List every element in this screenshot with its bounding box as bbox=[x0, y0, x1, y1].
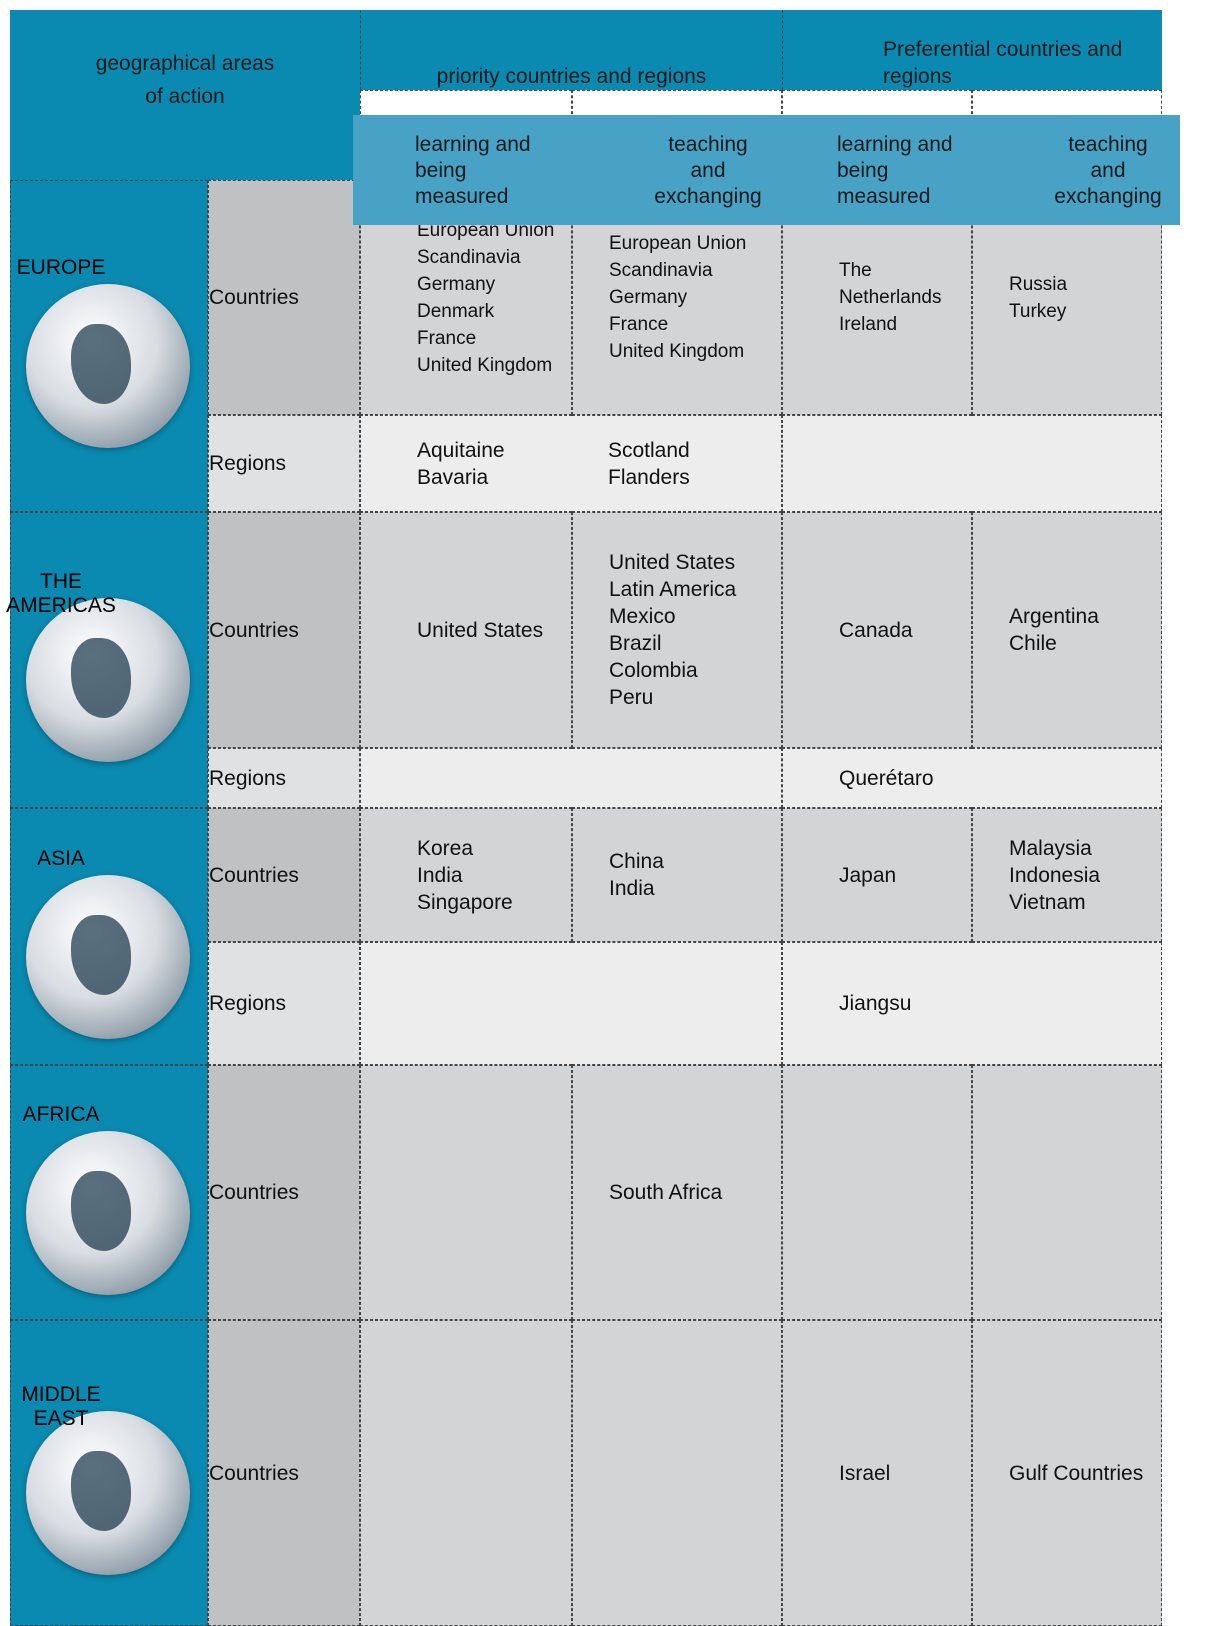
cell-item: Aquitaine bbox=[417, 438, 505, 462]
table-cell: China India bbox=[572, 808, 782, 942]
row-label: Regions bbox=[208, 748, 360, 808]
cell-item: Turkey bbox=[1009, 300, 1067, 322]
cell-item: Flanders bbox=[608, 465, 690, 489]
table-cell: Aquitaine Bavaria bbox=[360, 415, 572, 512]
globe-icon bbox=[26, 1130, 190, 1295]
cell-item: Chile bbox=[1009, 632, 1057, 655]
cell-item: Jiangsu bbox=[839, 992, 912, 1015]
subheader-band bbox=[353, 115, 1180, 225]
cell-item: The Netherlands bbox=[839, 260, 942, 308]
cell-item: France bbox=[609, 314, 669, 335]
cell-item: Indonesia bbox=[1009, 863, 1101, 887]
table-cell: Korea India Singapore bbox=[360, 808, 572, 942]
globe-icon bbox=[26, 1411, 190, 1575]
table-cell: Argentina Chile bbox=[972, 512, 1162, 748]
table-cell bbox=[572, 748, 782, 808]
cell-item: Japan bbox=[839, 863, 897, 887]
areas-header: geographical areas of action bbox=[10, 10, 360, 180]
cell-item: United States bbox=[609, 551, 736, 574]
row-label: Countries bbox=[208, 180, 360, 415]
subheader: learning and being measured bbox=[837, 133, 953, 208]
region-name: THE AMERICAS bbox=[6, 570, 116, 617]
table-cell bbox=[972, 748, 1162, 808]
cell-item: Germany bbox=[417, 273, 496, 295]
cell-item: European Union bbox=[609, 233, 747, 254]
cell-item: Brazil bbox=[609, 632, 662, 655]
areas-line: of action bbox=[145, 85, 225, 108]
table-cell bbox=[972, 415, 1162, 512]
row-label: Countries bbox=[208, 512, 360, 748]
group-header: priority countries and regions bbox=[360, 10, 782, 90]
table-cell: Malaysia Indonesia Vietnam bbox=[972, 808, 1162, 942]
table-cell: United States bbox=[360, 512, 572, 748]
cell-item: Latin America bbox=[609, 578, 737, 601]
region-name: MIDDLE EAST bbox=[21, 1383, 101, 1430]
cell-item: Israel bbox=[839, 1461, 891, 1485]
table-cell bbox=[572, 1320, 782, 1626]
table-cell: Gulf Countries bbox=[972, 1320, 1162, 1626]
table-cell: Canada bbox=[782, 512, 972, 748]
table-cell: Querétaro bbox=[782, 748, 972, 808]
row-label: Countries bbox=[208, 1320, 360, 1626]
table-cell bbox=[972, 942, 1162, 1065]
cell-item: Scandinavia bbox=[417, 246, 521, 268]
cell-item: United Kingdom bbox=[609, 341, 745, 362]
cell-item: South Africa bbox=[609, 1181, 723, 1204]
areas-line: geographical areas bbox=[95, 52, 275, 75]
region-name: ASIA bbox=[37, 846, 85, 870]
subheader: teaching and exchanging bbox=[1054, 133, 1162, 208]
table-cell: South Africa bbox=[572, 1065, 782, 1320]
cell-item: United States bbox=[417, 618, 544, 642]
cell-item: Malaysia bbox=[1009, 836, 1092, 860]
cell-item: Mexico bbox=[609, 605, 676, 628]
cell-item: Russia bbox=[1009, 273, 1068, 295]
subheader: learning and being measured bbox=[415, 133, 531, 208]
table-cell: Jiangsu bbox=[782, 942, 972, 1065]
cell-item: Gulf Countries bbox=[1009, 1461, 1144, 1485]
table-cell bbox=[360, 1320, 572, 1626]
subheader: teaching and exchanging bbox=[654, 133, 762, 208]
cell-item: Ireland bbox=[839, 314, 898, 335]
row-label: Regions bbox=[208, 942, 360, 1065]
cell-item: Colombia bbox=[609, 659, 698, 682]
row-label: Countries bbox=[208, 808, 360, 942]
globe-icon bbox=[26, 284, 190, 448]
cell-item: Scotland bbox=[608, 438, 690, 462]
cell-item: United Kingdom bbox=[417, 354, 553, 376]
table-cell: Israel bbox=[782, 1320, 972, 1626]
cell-item: Bavaria bbox=[417, 465, 489, 489]
table-cell bbox=[782, 1065, 972, 1320]
table-cell bbox=[360, 748, 572, 808]
cell-item: India bbox=[609, 877, 655, 900]
table-cell bbox=[572, 942, 782, 1065]
cell-item: Denmark bbox=[417, 300, 495, 322]
row-label: Regions bbox=[208, 415, 360, 512]
cell-item: Singapore bbox=[417, 890, 513, 914]
cell-item: Vietnam bbox=[1009, 890, 1086, 914]
cell-item: Peru bbox=[609, 686, 654, 709]
cell-item: France bbox=[417, 327, 477, 349]
region-name: EUROPE bbox=[16, 256, 106, 279]
table-cell bbox=[360, 1065, 572, 1320]
table-cell: United States Latin America Mexico Brazil Co… bbox=[572, 512, 782, 748]
cell-item: Querétaro bbox=[839, 766, 934, 790]
table-cell: Scotland Flanders bbox=[572, 415, 782, 512]
globe-icon bbox=[26, 874, 190, 1039]
region-name: AFRICA bbox=[22, 1102, 100, 1126]
cell-item: Scandinavia bbox=[609, 260, 713, 281]
cell-item: Korea bbox=[417, 836, 474, 860]
cell-item: China bbox=[609, 850, 664, 873]
globe-icon bbox=[26, 598, 190, 762]
cell-item: Canada bbox=[839, 618, 913, 642]
cell-item: India bbox=[417, 863, 463, 887]
table-cell bbox=[782, 415, 972, 512]
table-cell bbox=[972, 1065, 1162, 1320]
cell-item: Germany bbox=[609, 287, 688, 308]
table-cell bbox=[360, 942, 572, 1065]
table-cell: Japan bbox=[782, 808, 972, 942]
row-label: Countries bbox=[208, 1065, 360, 1320]
cell-item: Argentina bbox=[1009, 605, 1099, 628]
group-header: Preferential countries and regions bbox=[782, 10, 1162, 90]
